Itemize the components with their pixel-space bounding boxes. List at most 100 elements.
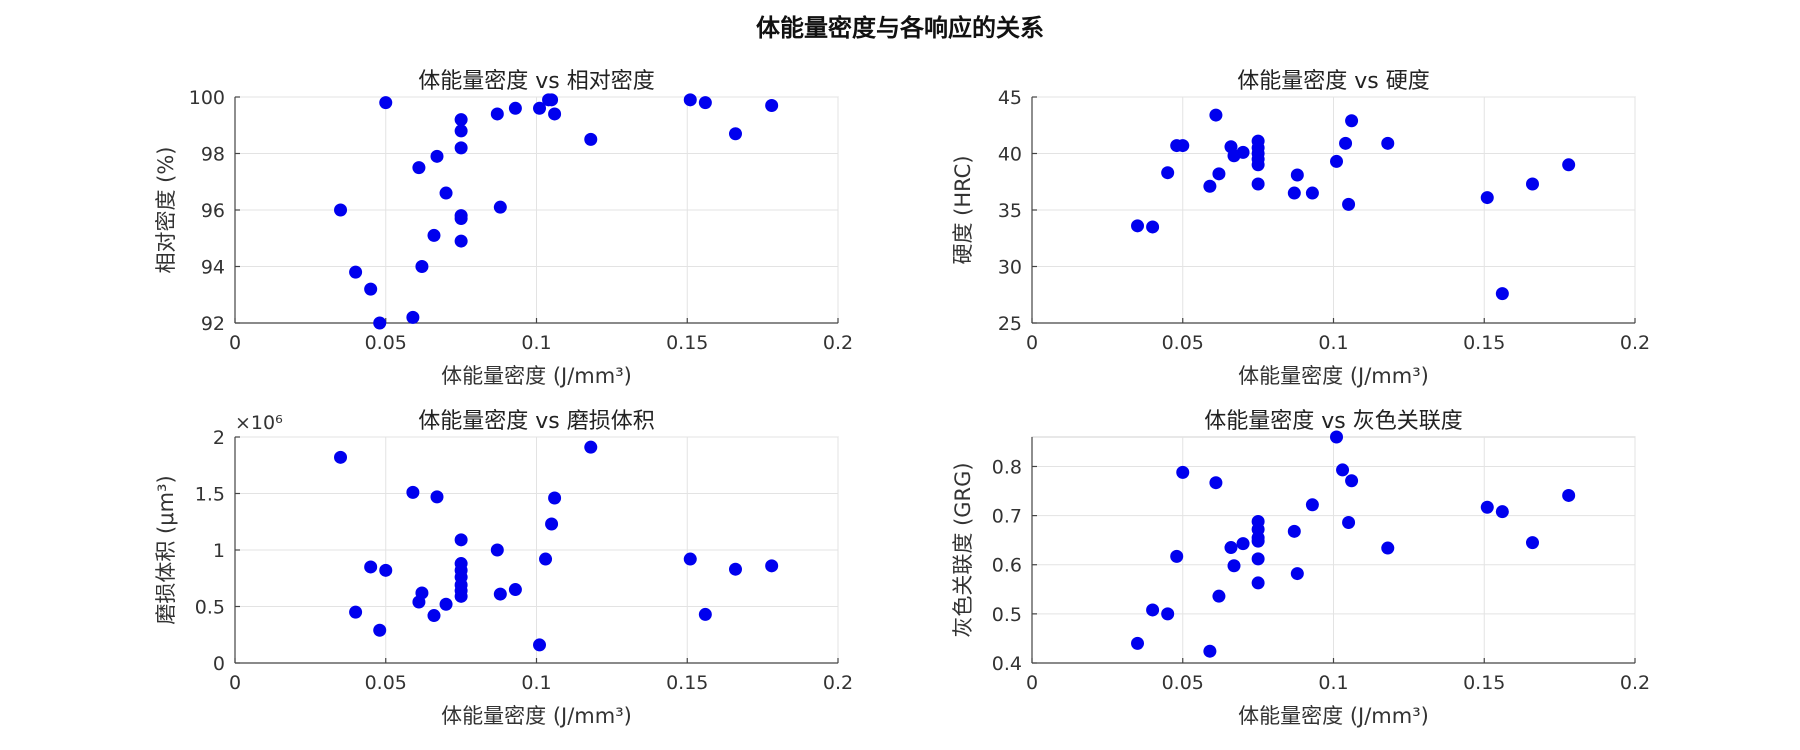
data-point [1330, 430, 1344, 444]
x-tick-label: 0.15 [666, 332, 708, 354]
data-point [406, 310, 420, 324]
data-point [584, 132, 598, 146]
y-tick-label: 94 [201, 257, 225, 279]
y-tick-label: 98 [201, 144, 225, 166]
data-point [1236, 145, 1250, 159]
data-point [454, 533, 468, 547]
data-point [1381, 541, 1395, 555]
data-point [1161, 607, 1175, 621]
data-point [493, 587, 507, 601]
data-point [412, 161, 426, 175]
data-point [373, 316, 387, 330]
data-point [379, 96, 393, 110]
data-point [1251, 534, 1265, 548]
y-axis-label: 灰色关联度 (GRG) [951, 462, 975, 637]
data-point [508, 583, 522, 597]
scatter-series [1131, 108, 1576, 301]
data-point [548, 491, 562, 505]
data-point [454, 589, 468, 603]
data-point [454, 234, 468, 248]
subplot-title: 体能量密度 vs 灰色关联度 [1204, 409, 1462, 434]
data-point [545, 93, 559, 107]
data-point [1305, 186, 1319, 200]
y-tick-label: 30 [998, 257, 1022, 279]
data-point [1342, 197, 1356, 211]
data-point [334, 450, 348, 464]
data-point [1146, 603, 1160, 617]
data-point [1562, 488, 1576, 502]
data-point [548, 107, 562, 121]
data-point [1562, 158, 1576, 172]
data-point [1224, 541, 1238, 555]
data-point [533, 101, 547, 115]
y-axis-label: 相对密度 (%) [154, 146, 178, 273]
data-point [439, 597, 453, 611]
x-tick-label: 0 [229, 332, 241, 354]
subplot-title: 体能量密度 vs 磨损体积 [418, 409, 654, 434]
x-tick-label: 0.05 [365, 672, 407, 694]
x-tick-label: 0.1 [1318, 332, 1348, 354]
data-point [493, 200, 507, 214]
data-point [683, 93, 697, 107]
subplot-title: 体能量密度 vs 相对密度 [418, 69, 654, 94]
subplot-wear-volume: 0 0.05 0.1 0.15 0.2 0 0.5 1 1.5 2 ×10⁶ 体能量密度 vs 磨损体… [154, 409, 853, 728]
data-point [1203, 644, 1217, 658]
data-point [1342, 515, 1356, 529]
y-tick-label: 1 [213, 540, 225, 562]
x-tick-label: 0.05 [365, 332, 407, 354]
data-point [334, 203, 348, 217]
y-tick-label: 0.5 [992, 604, 1022, 626]
data-point [1212, 167, 1226, 181]
x-tick-label: 0 [1026, 672, 1038, 694]
scatter-series [1131, 430, 1576, 658]
data-point [430, 490, 444, 504]
subplot-hardness: 0 0.05 0.1 0.15 0.2 25 30 35 40 45 体能量密度 vs 硬度体能量密… [951, 69, 1650, 388]
x-tick-label: 0.15 [1463, 672, 1505, 694]
data-point [508, 101, 522, 115]
data-point [1203, 179, 1217, 193]
data-point [454, 141, 468, 155]
y-exponent-label: ×10⁶ [235, 412, 283, 434]
data-point [454, 124, 468, 138]
data-point [1525, 177, 1539, 191]
data-point [1209, 476, 1223, 490]
data-point [1251, 576, 1265, 590]
data-point [430, 149, 444, 163]
data-point [1146, 220, 1160, 234]
data-point [373, 623, 387, 637]
data-point [364, 560, 378, 574]
x-tick-label: 0.15 [666, 672, 708, 694]
y-tick-label: 100 [189, 87, 225, 109]
y-tick-label: 0.5 [195, 597, 225, 619]
y-tick-label: 0.7 [992, 506, 1022, 528]
data-point [439, 186, 453, 200]
data-point [1290, 168, 1304, 182]
data-point [1287, 524, 1301, 538]
data-point [454, 211, 468, 225]
data-point [1170, 549, 1184, 563]
x-axis-label: 体能量密度 (J/mm³) [1238, 364, 1429, 388]
data-point [1176, 139, 1190, 153]
data-point [539, 552, 553, 566]
y-tick-label: 0.8 [992, 456, 1022, 478]
x-tick-label: 0.1 [521, 332, 551, 354]
data-point [1209, 108, 1223, 122]
data-point [1176, 465, 1190, 479]
data-point [1345, 114, 1359, 128]
subplot-grg: 0 0.05 0.1 0.15 0.2 0.4 0.5 0.6 0.7 0.8 体能量密度 vs 灰… [951, 409, 1650, 728]
y-tick-label: 25 [998, 313, 1022, 335]
data-point [349, 265, 363, 279]
subplot-title: 体能量密度 vs 硬度 [1237, 69, 1429, 94]
y-tick-label: 35 [998, 200, 1022, 222]
y-tick-label: 45 [998, 87, 1022, 109]
y-axis-label: 磨损体积 (μm³) [154, 475, 178, 624]
data-point [406, 485, 420, 499]
data-point [1495, 505, 1509, 519]
y-axis-label: 硬度 (HRC) [951, 155, 975, 264]
x-tick-label: 0.1 [1318, 672, 1348, 694]
data-point [728, 562, 742, 576]
x-axis-label: 体能量密度 (J/mm³) [441, 364, 632, 388]
data-point [1480, 191, 1494, 205]
x-tick-label: 0 [229, 672, 241, 694]
